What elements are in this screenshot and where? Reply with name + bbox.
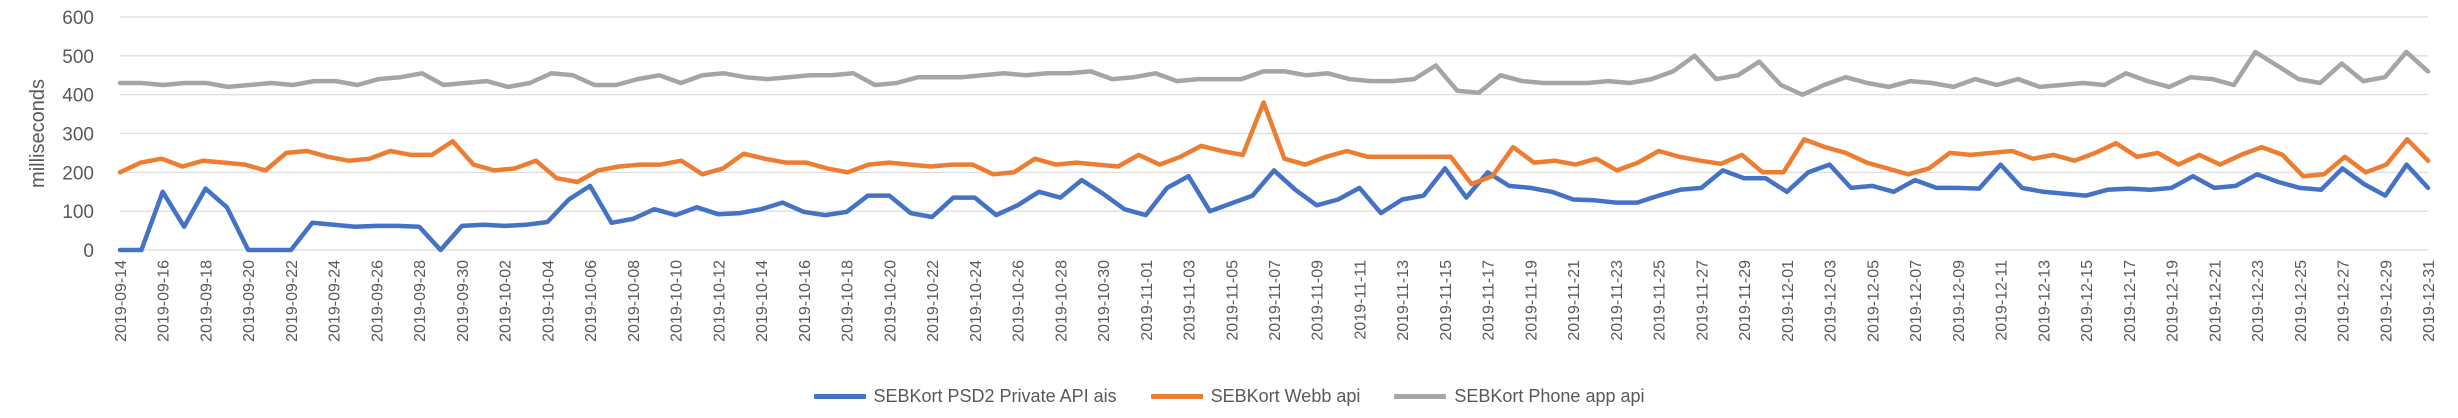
x-tick-label: 2019-12-17 xyxy=(2122,260,2139,342)
y-tick-label: 500 xyxy=(62,47,94,68)
x-tick-label: 2019-12-27 xyxy=(2336,260,2353,342)
x-tick-label: 2019-11-01 xyxy=(1139,260,1156,341)
x-tick-label: 2019-11-17 xyxy=(1481,260,1498,341)
legend-item-webb: SEBKort Webb api xyxy=(1150,385,1361,407)
chart-legend: SEBKort PSD2 Private API ais SEBKort Web… xyxy=(0,376,2458,416)
x-tick-label: 2019-10-14 xyxy=(754,260,771,342)
x-tick-label: 2019-10-02 xyxy=(498,260,515,342)
x-tick-label: 2019-12-03 xyxy=(1823,260,1840,342)
series-lines xyxy=(117,49,2431,253)
x-tick-label: 2019-12-19 xyxy=(2165,260,2182,342)
x-tick-label: 2019-11-27 xyxy=(1694,260,1711,341)
x-tick-label: 2019-10-10 xyxy=(669,260,686,342)
legend-swatch-psd2 xyxy=(813,393,866,399)
legend-item-psd2: SEBKort PSD2 Private API ais xyxy=(813,385,1117,407)
y-tick-label: 100 xyxy=(62,202,94,223)
x-tick-label: 2019-10-28 xyxy=(1053,260,1070,342)
x-tick-label: 2019-09-22 xyxy=(284,260,301,342)
x-tick-label: 2019-11-03 xyxy=(1182,260,1199,341)
x-tick-label: 2019-10-18 xyxy=(840,260,857,342)
series-line-webb xyxy=(117,100,2431,187)
x-tick-label: 2019-09-28 xyxy=(412,260,429,342)
x-tick-label: 2019-12-01 xyxy=(1780,260,1797,342)
y-tick-label: 300 xyxy=(62,125,94,146)
x-tick-label: 2019-12-25 xyxy=(2293,260,2310,342)
x-tick-label: 2019-12-21 xyxy=(2207,260,2224,342)
legend-swatch-phone xyxy=(1394,393,1447,399)
y-tick-label: 400 xyxy=(62,86,94,107)
x-tick-label: 2019-11-07 xyxy=(1267,260,1284,341)
x-tick-label: 2019-09-18 xyxy=(199,260,216,342)
x-tick-label: 2019-10-24 xyxy=(968,260,985,342)
x-tick-label: 2019-10-20 xyxy=(882,260,899,342)
x-tick-label: 2019-09-20 xyxy=(241,260,258,342)
x-tick-label: 2019-10-30 xyxy=(1096,260,1113,342)
legend-label-psd2: SEBKort PSD2 Private API ais xyxy=(873,385,1117,406)
x-tick-label: 2019-10-04 xyxy=(540,260,557,342)
x-tick-label: 2019-09-16 xyxy=(156,260,173,342)
legend-label-webb: SEBKort Webb api xyxy=(1210,385,1361,406)
x-tick-label: 2019-09-26 xyxy=(369,260,386,342)
x-tick-label: 2019-10-26 xyxy=(1011,260,1028,342)
x-tick-label: 2019-11-11 xyxy=(1353,260,1370,340)
x-tick-label: 2019-11-25 xyxy=(1652,260,1669,341)
x-tick-label: 2019-12-31 xyxy=(2421,260,2438,342)
y-axis-title: milliseconds xyxy=(27,79,49,188)
x-tick-label: 2019-10-06 xyxy=(583,260,600,342)
x-tick-label: 2019-11-19 xyxy=(1523,260,1540,341)
x-tick-label: 2019-12-11 xyxy=(1994,260,2011,341)
x-tick-label: 2019-10-22 xyxy=(925,260,942,342)
legend-label-phone: SEBKort Phone app api xyxy=(1454,385,1645,406)
x-tick-label: 2019-12-23 xyxy=(2250,260,2267,342)
y-tick-label: 600 xyxy=(62,8,94,29)
x-tick-label: 2019-12-15 xyxy=(2079,260,2096,342)
y-axis-ticks: 0 100 200 300 400 500 600 xyxy=(62,8,94,262)
x-tick-label: 2019-09-30 xyxy=(455,260,472,342)
x-tick-label: 2019-12-07 xyxy=(1908,260,1925,342)
legend-item-phone: SEBKort Phone app api xyxy=(1394,385,1645,407)
series-line-psd2 xyxy=(117,162,2431,253)
x-tick-label: 2019-11-21 xyxy=(1566,260,1583,341)
x-tick-label: 2019-11-23 xyxy=(1609,260,1626,341)
line-chart: 0 100 200 300 400 500 600 milliseconds 2019-09… xyxy=(27,8,2438,342)
x-tick-label: 2019-11-05 xyxy=(1224,260,1241,341)
x-tick-label: 2019-12-13 xyxy=(2036,260,2053,342)
y-tick-label: 0 xyxy=(83,241,94,262)
x-tick-label: 2019-12-09 xyxy=(1951,260,1968,342)
x-tick-label: 2019-09-24 xyxy=(327,260,344,342)
x-tick-label: 2019-12-05 xyxy=(1865,260,1882,342)
x-tick-label: 2019-11-29 xyxy=(1737,260,1754,341)
y-tick-label: 200 xyxy=(62,163,94,184)
legend-swatch-webb xyxy=(1150,393,1203,399)
x-tick-label: 2019-10-12 xyxy=(711,260,728,342)
x-tick-label: 2019-09-14 xyxy=(113,260,130,342)
x-tick-label: 2019-11-09 xyxy=(1310,260,1327,341)
x-tick-label: 2019-10-16 xyxy=(797,260,814,342)
x-tick-label: 2019-11-15 xyxy=(1438,260,1455,341)
series-line-phone xyxy=(117,49,2431,97)
x-tick-label: 2019-12-29 xyxy=(2378,260,2395,342)
x-axis-ticks: 2019-09-14 2019-09-16 2019-09-18 2019-09-20… xyxy=(113,260,2438,342)
x-tick-label: 2019-11-13 xyxy=(1395,260,1412,341)
x-tick-label: 2019-10-08 xyxy=(626,260,643,342)
